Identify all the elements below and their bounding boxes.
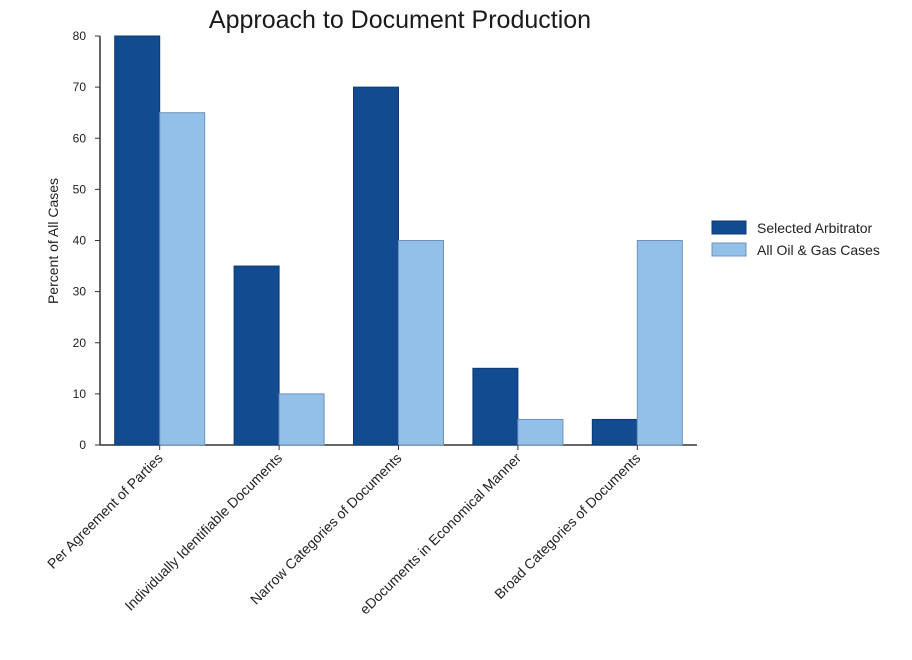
y-tick-label: 10 [73,387,87,401]
bar-selected-arbitrator [233,265,280,446]
legend-label: Selected Arbitrator [757,220,873,236]
legend-swatch [711,220,747,235]
bar-selected-arbitrator [472,367,519,446]
bar-all-oil-gas-cases [278,393,325,446]
legend-swatch [711,242,747,257]
bar-all-oil-gas-cases [398,240,444,446]
bar-all-oil-gas-cases [159,112,206,446]
y-tick-label: 60 [73,131,87,145]
y-tick-label: 80 [73,29,87,43]
bar-selected-arbitrator [353,86,399,446]
y-tick-label: 0 [79,438,86,452]
y-tick-label: 70 [73,80,87,94]
chart-title: Approach to Document Production [209,6,591,34]
y-tick-label: 50 [73,182,87,196]
y-tick-label: 40 [73,234,87,248]
bar-selected-arbitrator [591,418,638,446]
x-tick-label: Broad Categories of Documents [491,450,643,602]
bar-all-oil-gas-cases [636,240,683,446]
y-tick-label: 30 [73,285,87,299]
plot-area: 0 10 20 30 40 50 60 70 80 Per Agreement of Partie… [44,29,697,617]
bar-all-oil-gas-cases [517,418,564,446]
legend-label: All Oil & Gas Cases [757,242,880,258]
y-tick-label: 20 [73,336,87,350]
bar-selected-arbitrator [114,35,161,446]
legend: Selected Arbitrator All Oil & Gas Cases [711,220,880,258]
y-axis-label: Percent of All Cases [45,178,61,304]
x-tick-label: Per Agreement of Parties [44,450,166,572]
